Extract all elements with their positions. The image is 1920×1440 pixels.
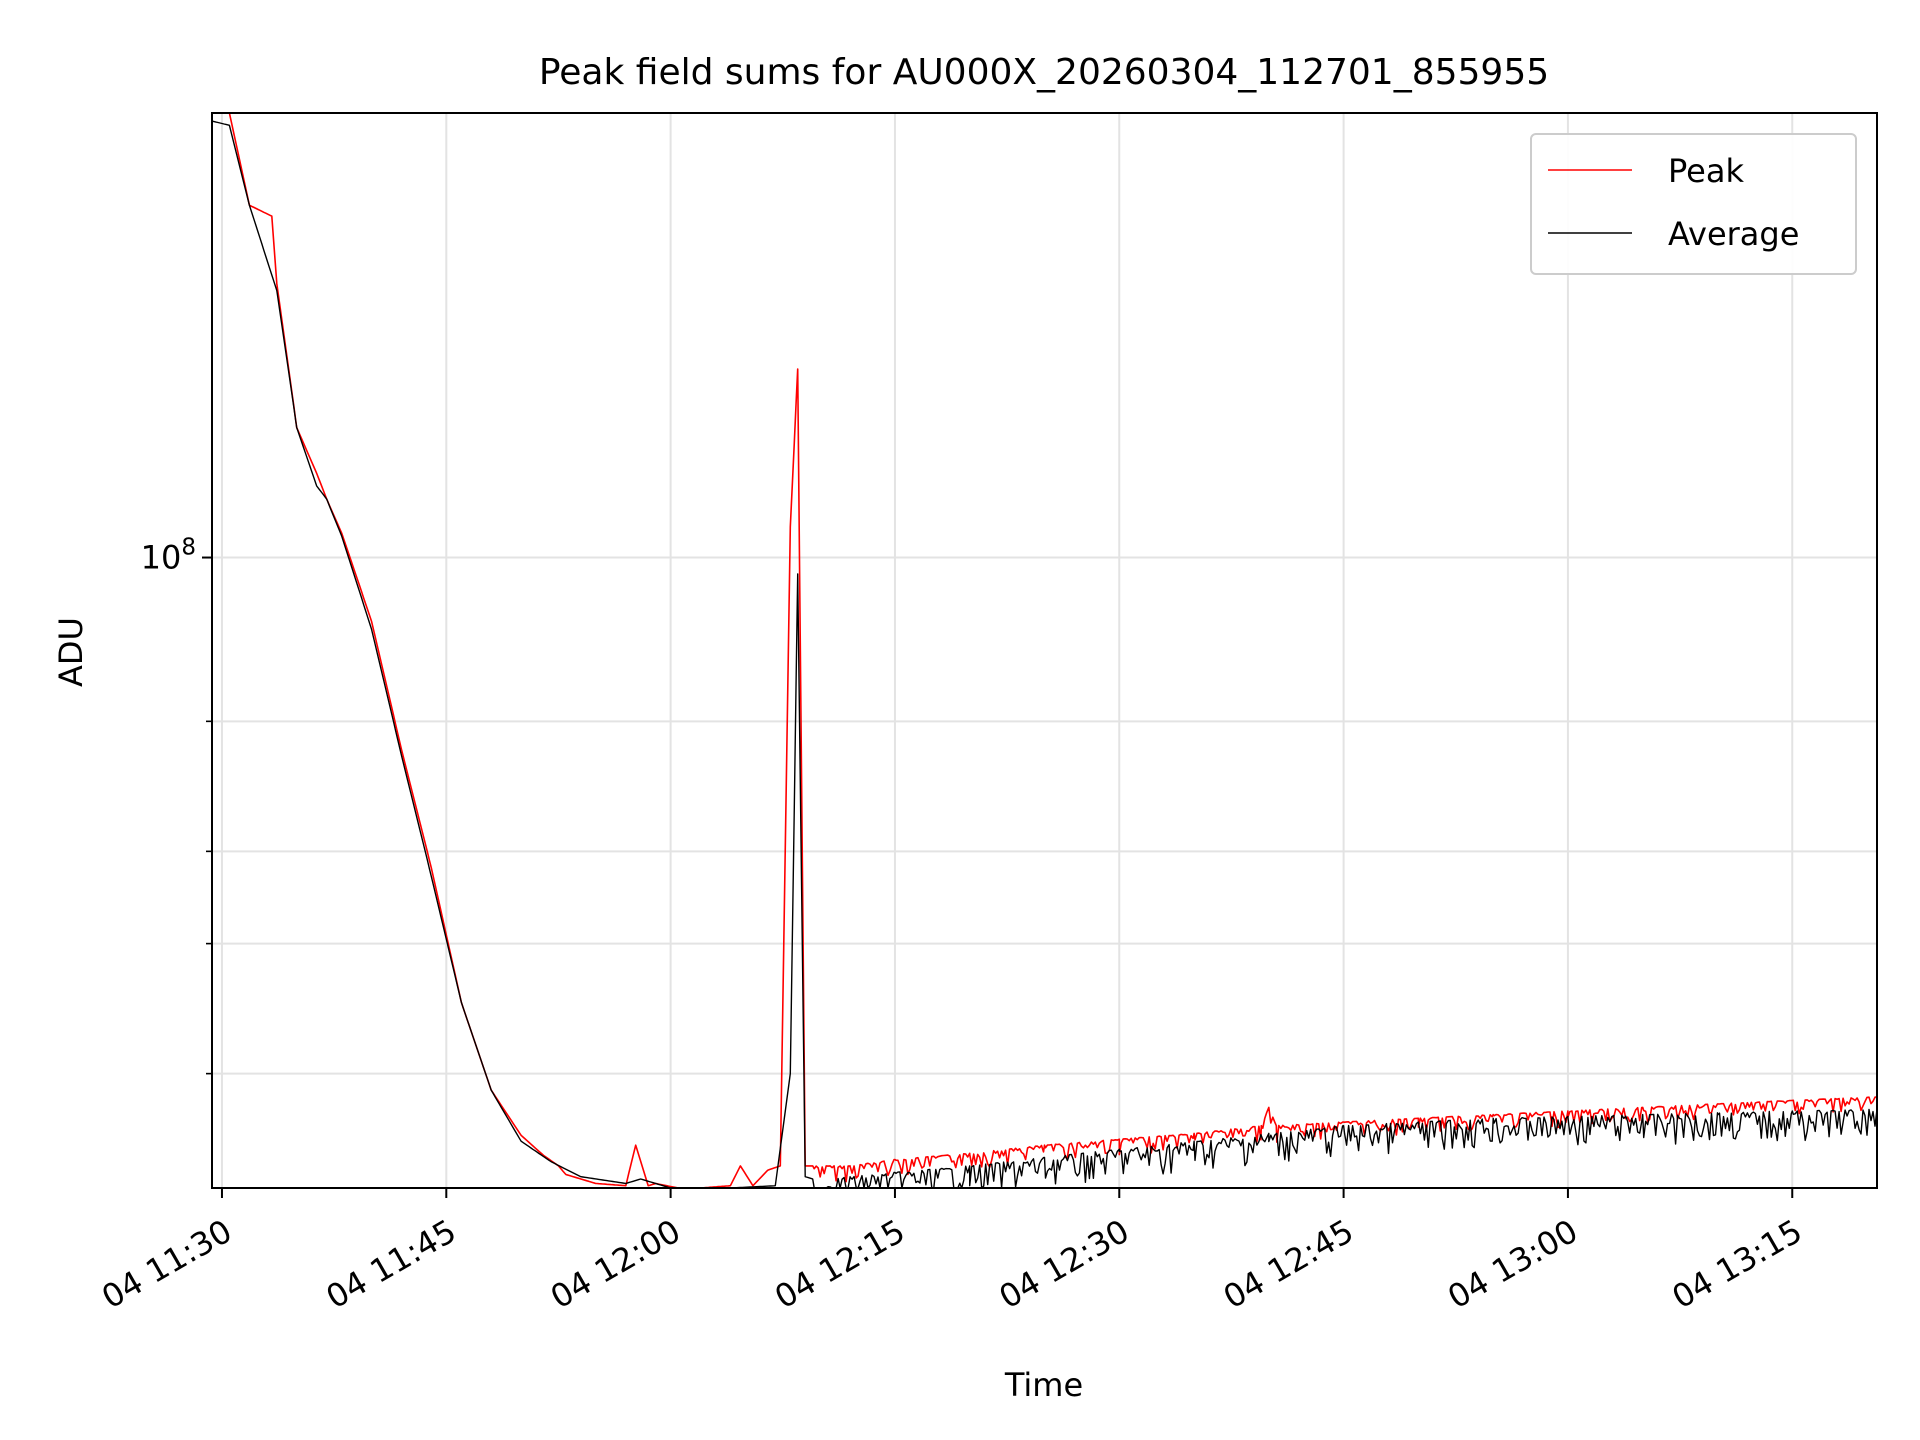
chart-title: Peak field sums for AU000X_20260304_1127… [539,52,1549,93]
plot-series [212,113,1877,1188]
y-axis: 108 [141,535,212,1075]
legend-label-average: Average [1668,215,1799,253]
y-axis-label: ADU [52,617,90,687]
grid [212,113,1877,1188]
plot-frame [211,112,1878,1189]
y-tick-label: 108 [141,535,196,577]
legend-box [1530,133,1857,275]
x-axis-label: Time [1004,1366,1083,1404]
legend: Peak Average [1530,133,1857,275]
series-line-average [212,120,1877,1188]
legend-label-peak: Peak [1668,152,1744,190]
